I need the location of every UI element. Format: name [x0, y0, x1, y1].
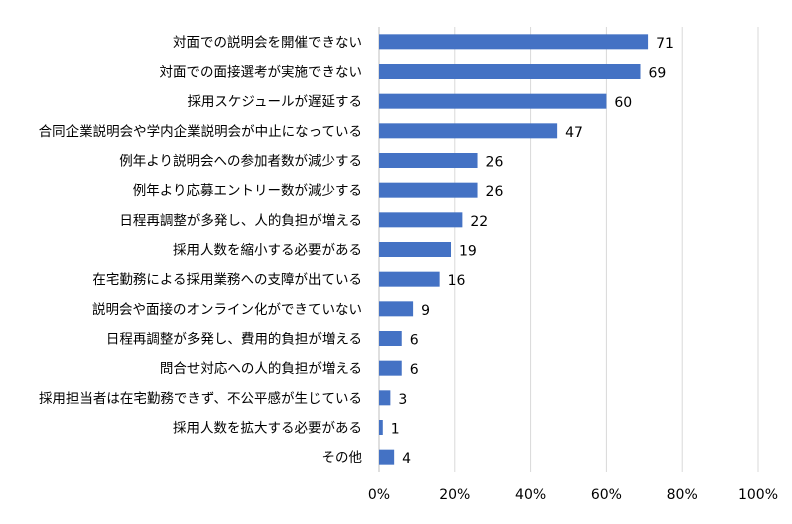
bar — [379, 301, 414, 317]
category-label: 採用人数を縮小する必要がある — [173, 243, 362, 259]
data-label: 19 — [459, 244, 477, 260]
data-label: 3 — [398, 392, 407, 408]
bar — [379, 390, 391, 406]
category-label: 日程再調整が多発し、人的負担が増える — [119, 212, 362, 229]
data-label: 71 — [656, 36, 674, 52]
category-label: その他 — [322, 450, 363, 466]
bar — [379, 34, 649, 50]
bar — [379, 420, 383, 435]
data-label: 22 — [470, 214, 488, 230]
x-tick-label: 40% — [515, 487, 546, 503]
x-tick-label: 80% — [667, 487, 698, 503]
x-tick-label: 100% — [738, 487, 778, 503]
category-label: 日程再調整が多発し、費用的負担が増える — [106, 331, 362, 348]
category-label: 在宅勤務による採用業務への支障が出ている — [92, 272, 362, 288]
category-label: 採用人数を拡大する必要がある — [173, 421, 362, 437]
category-label: 採用スケジュールが遅延する — [187, 94, 362, 110]
data-label: 60 — [614, 95, 632, 111]
data-label: 9 — [421, 303, 430, 319]
category-labels: 対面での説明会を開催できない対面での面接選考が実施できない採用スケジュールが遅延… — [39, 35, 362, 466]
category-label: 例年より説明会への参加者数が減少する — [119, 153, 362, 170]
bar — [379, 449, 395, 465]
bar — [379, 331, 402, 346]
category-label: 合同企業説明会や学内企業説明会が中止になっている — [39, 123, 362, 140]
bar — [379, 93, 607, 109]
category-label: 問合せ対応への人的負担が増える — [160, 361, 362, 377]
x-axis-ticks: 0% 20% 40% 60% 80% 100% — [368, 487, 778, 503]
data-label: 1 — [391, 422, 400, 438]
category-label: 採用担当者は在宅勤務できず、不公平感が生じている — [39, 390, 362, 407]
bar — [379, 242, 452, 257]
bar — [379, 153, 478, 168]
bar — [379, 64, 641, 79]
bar — [379, 212, 463, 228]
bar — [379, 271, 440, 287]
x-tick-label: 60% — [591, 487, 622, 503]
data-label: 26 — [486, 155, 504, 171]
bar — [379, 360, 402, 376]
bar — [379, 182, 478, 198]
bar — [379, 123, 558, 139]
data-label: 6 — [410, 333, 419, 349]
data-label: 6 — [410, 362, 419, 378]
x-tick-label: 20% — [439, 487, 470, 503]
data-label: 26 — [486, 184, 504, 200]
data-label: 4 — [402, 451, 411, 467]
category-label: 例年より応募エントリー数が減少する — [133, 182, 362, 199]
x-tick-label: 0% — [368, 487, 390, 503]
category-label: 説明会や面接のオンライン化ができていない — [92, 301, 362, 318]
bars — [379, 34, 649, 465]
data-label: 47 — [565, 125, 583, 141]
category-label: 対面での説明会を開催できない — [173, 35, 362, 51]
category-label: 対面での面接選考が実施できない — [160, 64, 363, 81]
data-label: 16 — [448, 273, 466, 289]
data-label: 69 — [649, 66, 667, 82]
